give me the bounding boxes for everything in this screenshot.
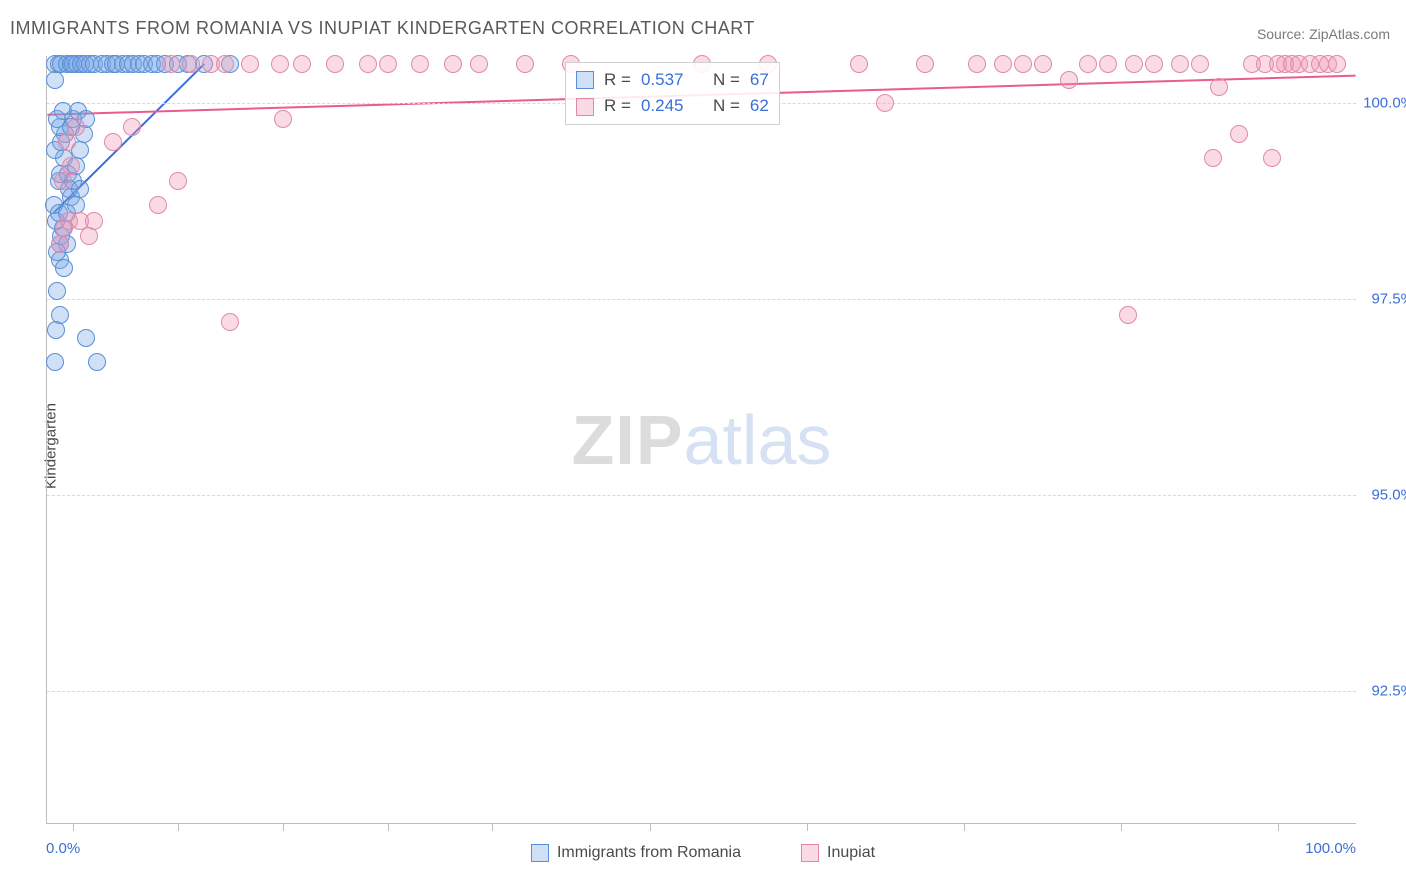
n-value-romania: 67 <box>750 67 769 93</box>
data-point-inupiat <box>271 55 289 73</box>
plot-area: ZIPatlas 92.5%95.0%97.5%100.0% <box>46 56 1356 824</box>
data-point-inupiat <box>1191 55 1209 73</box>
data-point-inupiat <box>1263 149 1281 167</box>
legend-item-romania: Immigrants from Romania <box>531 844 741 862</box>
data-point-inupiat <box>1145 55 1163 73</box>
r-value-romania: 0.537 <box>641 67 684 93</box>
watermark-atlas: atlas <box>684 401 832 479</box>
x-tick <box>807 823 808 831</box>
data-point-inupiat <box>968 55 986 73</box>
swatch-romania <box>576 71 594 89</box>
data-point-inupiat <box>1079 55 1097 73</box>
data-point-inupiat <box>470 55 488 73</box>
data-point-inupiat <box>444 55 462 73</box>
data-point-inupiat <box>58 133 76 151</box>
r-label-romania: R = <box>604 67 631 93</box>
legend-swatch-inupiat <box>801 844 819 862</box>
gridline <box>47 691 1356 692</box>
gridline <box>47 299 1356 300</box>
data-point-inupiat <box>293 55 311 73</box>
x-tick <box>178 823 179 831</box>
data-point-inupiat <box>1230 125 1248 143</box>
data-point-inupiat <box>62 157 80 175</box>
trendlines-layer <box>47 56 1356 823</box>
watermark: ZIPatlas <box>572 400 832 480</box>
data-point-romania <box>46 353 64 371</box>
stats-legend-box: R = 0.537 N = 67 R = 0.245 N = 62 <box>565 62 780 125</box>
data-point-romania <box>55 259 73 277</box>
y-tick-label: 92.5% <box>1371 682 1406 699</box>
r-label-inupiat: R = <box>604 93 631 119</box>
data-point-inupiat <box>1204 149 1222 167</box>
data-point-inupiat <box>123 118 141 136</box>
data-point-inupiat <box>1210 78 1228 96</box>
x-tick <box>388 823 389 831</box>
data-point-romania <box>88 353 106 371</box>
stats-row-inupiat: R = 0.245 N = 62 <box>576 93 769 119</box>
data-point-inupiat <box>1125 55 1143 73</box>
swatch-inupiat <box>576 98 594 116</box>
data-point-inupiat <box>162 55 180 73</box>
data-point-romania <box>71 180 89 198</box>
x-tick <box>1121 823 1122 831</box>
data-point-inupiat <box>1119 306 1137 324</box>
legend-label-romania: Immigrants from Romania <box>557 844 741 862</box>
data-point-inupiat <box>149 196 167 214</box>
data-point-inupiat <box>1171 55 1189 73</box>
data-point-inupiat <box>221 313 239 331</box>
watermark-zip: ZIP <box>572 401 684 479</box>
data-point-inupiat <box>85 212 103 230</box>
data-point-inupiat <box>876 94 894 112</box>
data-point-inupiat <box>1060 71 1078 89</box>
x-tick <box>492 823 493 831</box>
data-point-inupiat <box>1099 55 1117 73</box>
r-value-inupiat: 0.245 <box>641 93 684 119</box>
data-point-inupiat <box>379 55 397 73</box>
data-point-inupiat <box>51 235 69 253</box>
bottom-legend: Immigrants from Romania Inupiat <box>0 844 1406 862</box>
y-tick-label: 95.0% <box>1371 486 1406 503</box>
y-tick-label: 100.0% <box>1363 95 1406 112</box>
x-tick <box>1278 823 1279 831</box>
data-point-inupiat <box>241 55 259 73</box>
data-point-inupiat <box>169 172 187 190</box>
data-point-inupiat <box>1328 55 1346 73</box>
y-tick-label: 97.5% <box>1371 290 1406 307</box>
data-point-romania <box>47 321 65 339</box>
data-point-romania <box>77 329 95 347</box>
legend-label-inupiat: Inupiat <box>827 844 875 862</box>
data-point-inupiat <box>1034 55 1052 73</box>
data-point-inupiat <box>1014 55 1032 73</box>
data-point-inupiat <box>916 55 934 73</box>
data-point-romania <box>51 306 69 324</box>
data-point-inupiat <box>274 110 292 128</box>
data-point-inupiat <box>411 55 429 73</box>
data-point-inupiat <box>80 227 98 245</box>
data-point-romania <box>46 71 64 89</box>
legend-swatch-romania <box>531 844 549 862</box>
source-attribution: Source: ZipAtlas.com <box>1257 26 1390 42</box>
x-tick <box>73 823 74 831</box>
data-point-inupiat <box>994 55 1012 73</box>
x-tick <box>283 823 284 831</box>
data-point-inupiat <box>850 55 868 73</box>
x-tick <box>964 823 965 831</box>
chart-title: IMMIGRANTS FROM ROMANIA VS INUPIAT KINDE… <box>10 18 755 39</box>
n-label-romania: N = <box>713 67 740 93</box>
stats-row-romania: R = 0.537 N = 67 <box>576 67 769 93</box>
data-point-inupiat <box>326 55 344 73</box>
data-point-inupiat <box>182 55 200 73</box>
data-point-inupiat <box>216 55 234 73</box>
data-point-inupiat <box>359 55 377 73</box>
n-label-inupiat: N = <box>713 93 740 119</box>
data-point-inupiat <box>516 55 534 73</box>
x-tick <box>650 823 651 831</box>
gridline <box>47 495 1356 496</box>
data-point-inupiat <box>67 118 85 136</box>
data-point-inupiat <box>104 133 122 151</box>
n-value-inupiat: 62 <box>750 93 769 119</box>
data-point-inupiat <box>54 172 72 190</box>
legend-item-inupiat: Inupiat <box>801 844 875 862</box>
data-point-romania <box>48 282 66 300</box>
